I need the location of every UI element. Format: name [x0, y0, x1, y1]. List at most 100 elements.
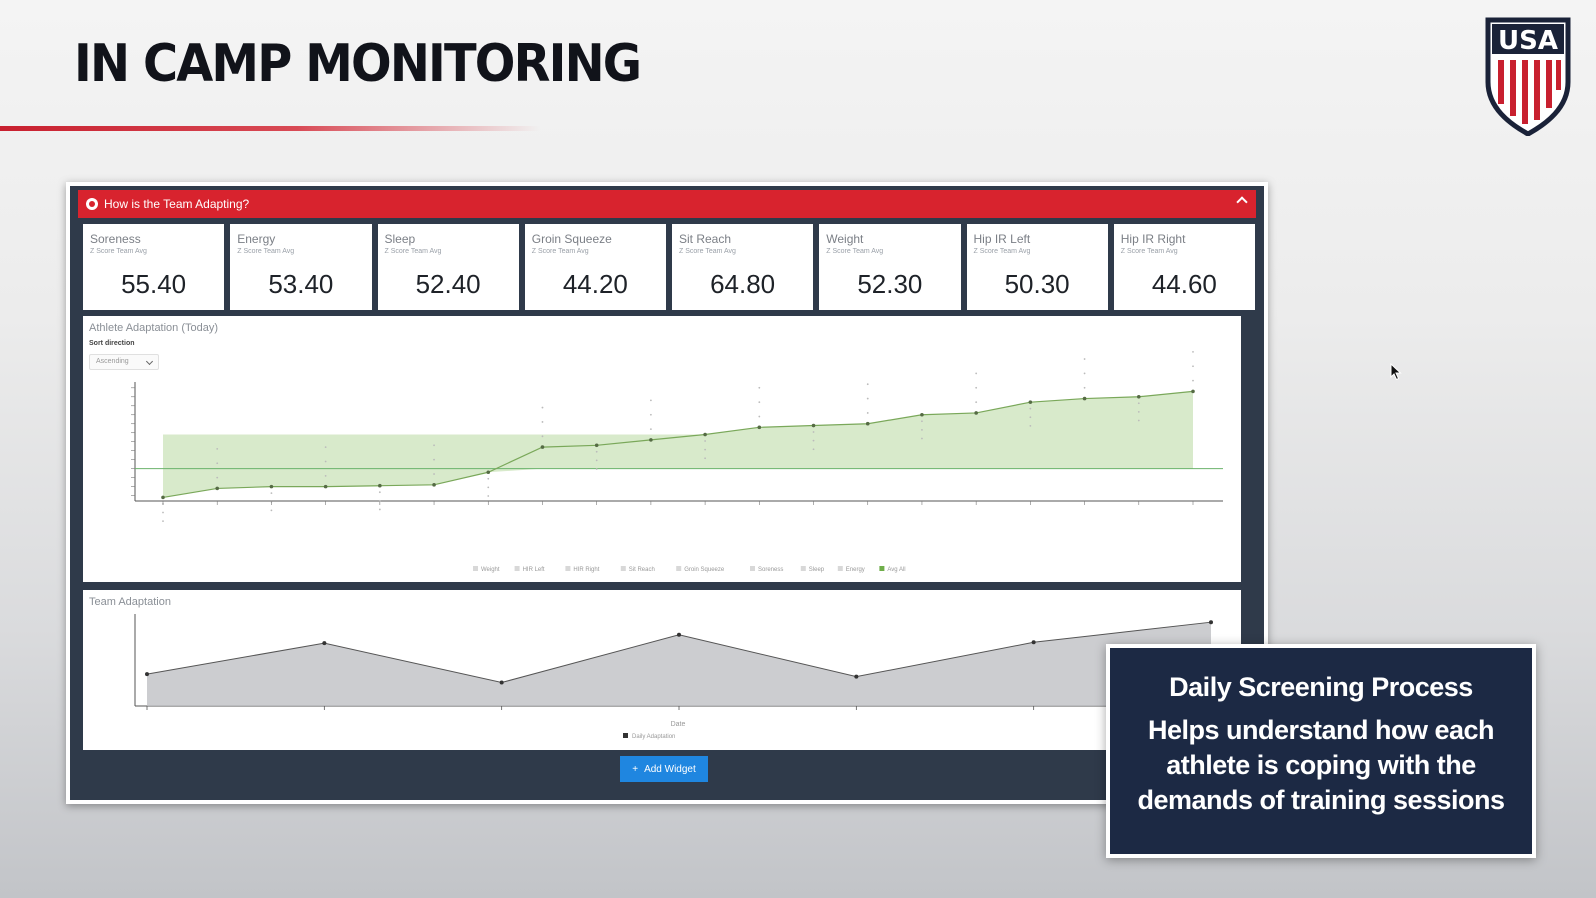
metric-point — [704, 448, 707, 451]
avg-all-point — [649, 438, 653, 442]
metric-value: 44.60 — [1151, 269, 1217, 299]
avg-all-point — [865, 421, 870, 426]
metric-point — [216, 447, 219, 450]
metric-point — [433, 458, 435, 461]
team-adaptation-point — [1031, 640, 1036, 645]
metric-point — [487, 477, 490, 480]
metric-point — [270, 492, 273, 494]
legend-swatch — [879, 566, 885, 571]
metric-point — [1029, 416, 1032, 419]
legend-swatch — [514, 566, 520, 571]
metric-label: Groin Squeeze — [531, 232, 612, 246]
legend-label: Weight — [481, 567, 500, 573]
collapse-chevron-icon[interactable] — [1236, 196, 1248, 208]
metric-point — [1029, 424, 1032, 427]
panel-header[interactable]: How is the Team Adapting? — [78, 190, 1256, 218]
team-adaptation-point — [145, 672, 149, 677]
metric-card-hip-ir-right: Hip IR Right Z Score Team Avg 44.60 — [1113, 224, 1255, 310]
avg-all-point — [1082, 396, 1087, 401]
svg-text:USA: USA — [1498, 26, 1558, 56]
metric-card-weight: Weight Z Score Team Avg 52.30 — [819, 224, 961, 310]
avg-all-point — [757, 425, 762, 430]
legend-swatch — [473, 566, 478, 571]
avg-all-point — [323, 484, 328, 489]
avg-all-point — [540, 445, 545, 449]
avg-all-point — [215, 486, 220, 491]
metric-point — [1137, 419, 1140, 422]
legend-swatch — [620, 566, 626, 571]
info-title: Daily Screening Process — [1169, 672, 1473, 702]
metric-point — [649, 413, 652, 416]
legend-label: Sleep — [809, 567, 825, 573]
avg-all-point — [1191, 389, 1195, 394]
legend-swatch — [750, 566, 755, 571]
metric-card-groin-squeeze: Groin Squeeze Z Score Team Avg 44.20 — [524, 224, 666, 310]
metric-point — [1083, 372, 1086, 375]
metric-point — [758, 401, 761, 404]
adaptation-band-area — [163, 391, 1193, 498]
athlete-adaptation-panel: Athlete Adaptation (Today) Sort directio… — [83, 316, 1241, 582]
metric-value: 55.40 — [121, 269, 187, 299]
panel-header-icon — [86, 198, 98, 210]
metric-point — [162, 520, 164, 523]
metric-point — [541, 406, 544, 409]
metric-point — [1137, 402, 1140, 405]
team-adaptation-point — [322, 641, 327, 646]
avg-all-point — [1028, 400, 1033, 404]
metric-point — [1192, 365, 1194, 368]
metric-point — [1083, 358, 1086, 360]
metric-point — [487, 495, 490, 497]
metric-point — [433, 473, 435, 475]
metric-value: 50.30 — [1004, 269, 1070, 299]
avg-all-point — [269, 484, 274, 489]
metric-point — [866, 397, 869, 400]
metric-point — [1083, 386, 1086, 389]
metric-sublabel: Z Score Team Avg — [1120, 248, 1178, 255]
metric-point — [758, 386, 761, 389]
metric-point — [595, 459, 598, 462]
metric-point — [595, 468, 598, 470]
avg-all-point — [1136, 394, 1141, 399]
metric-point — [975, 401, 978, 404]
sort-direction-label: Sort direction — [89, 340, 135, 347]
metric-value: 52.40 — [415, 269, 481, 299]
team-adaptation-point — [677, 632, 681, 637]
metric-point — [324, 446, 327, 448]
metric-card-energy: Energy Z Score Team Avg 53.40 — [230, 224, 372, 310]
metric-point — [975, 372, 978, 375]
legend-label: HIR Right — [573, 567, 599, 573]
avg-all-point — [432, 483, 436, 487]
metric-card-soreness: Soreness Z Score Team Avg 55.40 — [83, 224, 225, 310]
metric-value: 44.20 — [562, 269, 628, 299]
avg-all-point — [974, 411, 978, 415]
legend-swatch — [837, 566, 843, 571]
athlete-chart-title: Athlete Adaptation (Today) — [89, 322, 219, 334]
metric-point — [812, 448, 815, 451]
metric-label: Hip IR Right — [1120, 232, 1186, 246]
team-adaptation-point — [1209, 620, 1213, 625]
metric-value: 64.80 — [710, 269, 776, 299]
legend-swatch — [800, 566, 806, 571]
metric-sublabel: Z Score Team Avg — [237, 248, 295, 255]
metric-value: 52.30 — [857, 269, 923, 299]
legend-swatch — [676, 566, 682, 571]
metric-value: 53.40 — [268, 269, 334, 299]
metric-label: Hip IR Left — [973, 232, 1031, 246]
metric-point — [433, 444, 435, 447]
metric-point — [649, 428, 652, 431]
dashboard-window: How is the Team Adapting? Soreness Z Sco… — [66, 182, 1268, 804]
avg-all-point — [594, 443, 599, 448]
add-widget-button[interactable]: + Add Widget — [620, 756, 708, 782]
sort-direction-select[interactable]: Ascending — [89, 354, 159, 370]
metric-point — [324, 474, 327, 477]
metric-card-sit-reach: Sit Reach Z Score Team Avg 64.80 — [672, 224, 814, 310]
metric-label: Energy — [237, 232, 276, 246]
avg-all-point — [378, 483, 382, 488]
legend-label: Groin Squeeze — [684, 567, 725, 573]
avg-all-point — [486, 470, 491, 475]
avg-all-point — [161, 495, 165, 500]
team-adaptation-point — [854, 674, 859, 679]
metric-point — [758, 415, 761, 418]
metric-point — [595, 450, 598, 453]
metric-point — [270, 509, 273, 512]
